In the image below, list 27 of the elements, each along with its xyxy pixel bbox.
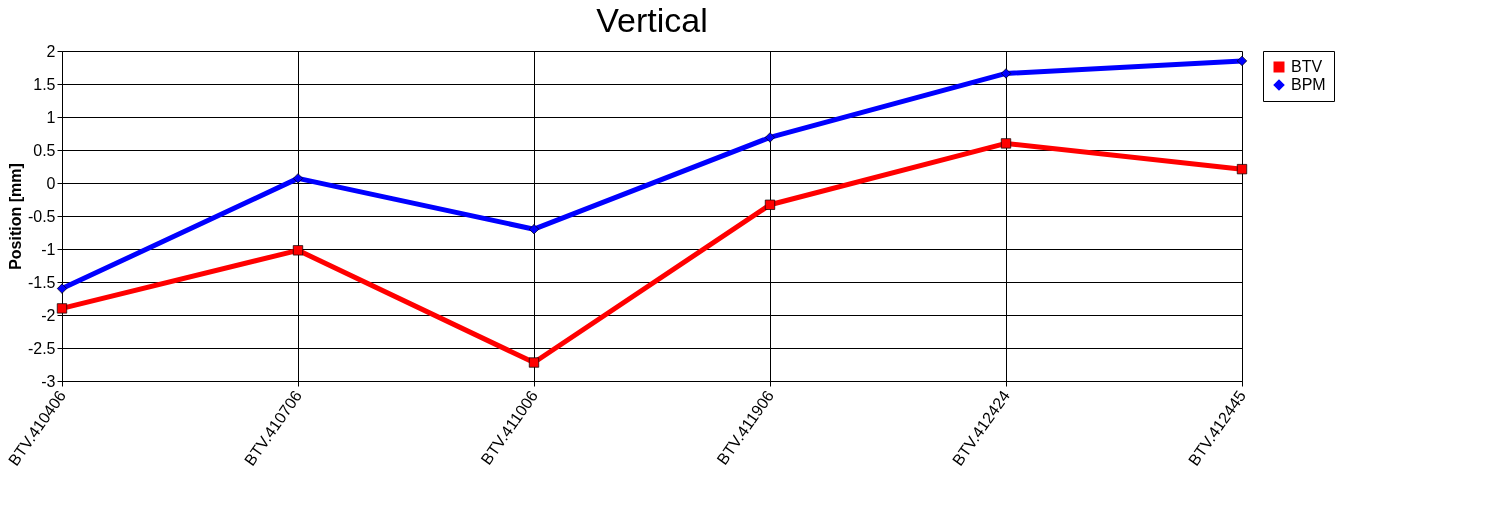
point <box>528 357 540 368</box>
y-tick-label: 2 <box>46 42 56 60</box>
point <box>292 245 304 256</box>
y-axis-title: Position [mm] <box>6 163 24 270</box>
point <box>292 173 304 184</box>
point <box>528 224 540 235</box>
y-tick-label: -2 <box>41 306 56 324</box>
point <box>56 283 68 294</box>
legend-label: BPM <box>1291 76 1326 93</box>
point <box>1236 55 1248 66</box>
point <box>1236 164 1248 175</box>
point <box>764 199 776 210</box>
y-tick-label: 1 <box>46 108 56 126</box>
chart-title: Vertical <box>596 1 708 39</box>
y-tick-label: -1 <box>41 240 56 258</box>
point <box>56 303 68 314</box>
y-tick-label: -1.5 <box>27 273 56 291</box>
y-tick-label: -0.5 <box>27 207 56 225</box>
y-tick-label: 0.5 <box>33 141 56 159</box>
point <box>1000 138 1012 149</box>
y-tick-label: -2.5 <box>27 339 56 357</box>
y-tick-label: 1.5 <box>33 75 56 93</box>
y-tick-label: -3 <box>41 372 56 390</box>
legend-label: BTV <box>1291 58 1323 75</box>
y-tick-label: 0 <box>46 174 56 192</box>
point <box>1000 68 1012 79</box>
point <box>764 132 776 143</box>
